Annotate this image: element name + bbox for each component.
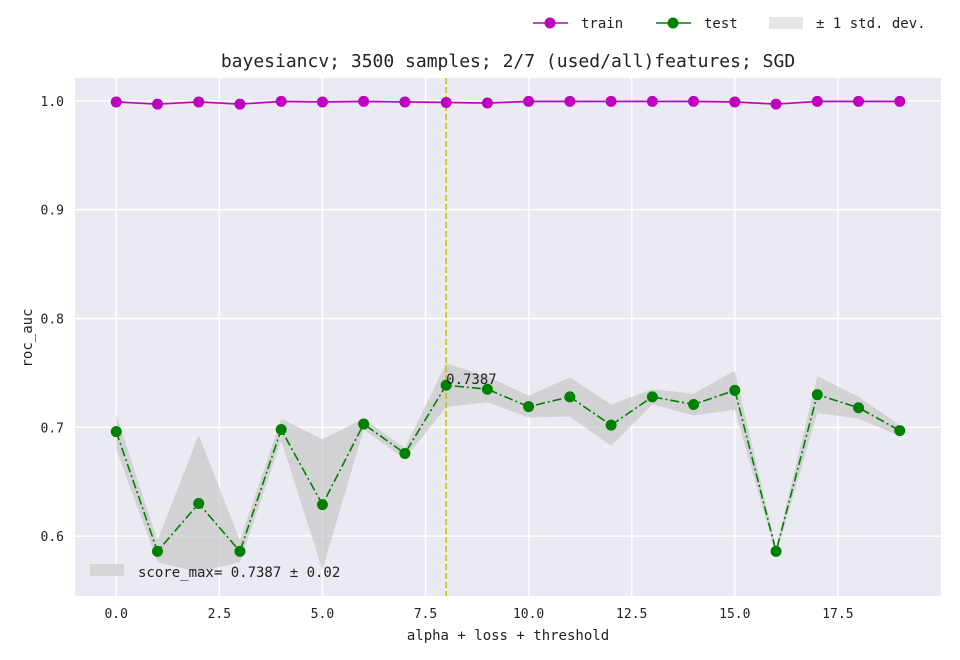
series-line-train [116, 100, 900, 105]
data-point-test [729, 384, 741, 396]
legend-train-marker [544, 17, 556, 29]
y-tick-label: 0.7 [41, 421, 64, 436]
x-tick-label: 5.0 [311, 607, 334, 622]
y-tick-label: 1.0 [41, 95, 64, 110]
x-tick-label: 15.0 [719, 607, 750, 622]
data-point-test [316, 499, 328, 511]
data-point-test [440, 379, 452, 391]
data-point-test [688, 398, 700, 410]
data-point-test [481, 383, 493, 395]
data-point-train [770, 98, 782, 110]
legend-train-label: train [581, 16, 623, 32]
inner-legend-swatch [90, 564, 124, 576]
data-point-test [399, 447, 411, 459]
legend-test-marker [667, 17, 679, 29]
data-point-train [275, 95, 287, 107]
data-point-train [811, 95, 823, 107]
data-point-test [605, 419, 617, 431]
data-point-train [358, 95, 370, 107]
data-point-test [523, 401, 535, 413]
data-point-test [234, 545, 246, 557]
data-point-test [770, 545, 782, 557]
legend-std-swatch [769, 17, 803, 29]
y-tick-label: 0.9 [41, 204, 64, 219]
data-point-test [110, 426, 122, 438]
x-tick-label: 2.5 [208, 607, 231, 622]
y-axis-label: roc_auc [20, 308, 36, 367]
y-tick-label: 0.8 [41, 313, 64, 328]
x-tick-label: 17.5 [822, 607, 853, 622]
top-legend: train test ± 1 std. dev. [533, 16, 926, 32]
inner-legend-text: score_max= 0.7387 ± 0.02 [138, 565, 340, 581]
data-point-train [523, 95, 535, 107]
std-band-test [116, 363, 900, 573]
data-point-train [688, 95, 700, 107]
data-point-train [440, 96, 452, 108]
legend-std-label: ± 1 std. dev. [816, 16, 926, 32]
data-point-test [853, 402, 865, 414]
inner-legend: score_max= 0.7387 ± 0.02 [90, 564, 340, 581]
data-point-train [316, 96, 328, 108]
data-point-train [646, 95, 658, 107]
y-tick-label: 0.6 [41, 530, 64, 545]
x-tick-labels: 0.0 2.5 5.0 7.5 10.0 12.5 15.0 17.5 [104, 607, 853, 622]
data-point-train [853, 95, 865, 107]
x-tick-label: 10.0 [513, 607, 544, 622]
data-point-train [151, 98, 163, 110]
data-point-test [193, 498, 205, 509]
data-point-train [729, 96, 741, 108]
data-point-test [646, 391, 658, 403]
data-point-train [234, 98, 246, 110]
series-line-layer [115, 100, 901, 555]
x-axis-label: alpha + loss + threshold [407, 628, 609, 644]
legend-test-label: test [704, 16, 738, 32]
data-point-train [110, 96, 122, 108]
data-point-train [399, 96, 411, 108]
data-point-test [358, 418, 370, 430]
series-marker-layer [110, 95, 906, 557]
data-point-test [275, 424, 287, 435]
data-point-train [564, 95, 576, 107]
data-point-test [894, 425, 906, 437]
data-point-train [605, 95, 617, 107]
data-point-test [811, 389, 823, 401]
y-tick-labels: 0.6 0.7 0.8 0.9 1.0 [41, 95, 64, 545]
x-tick-label: 7.5 [414, 607, 437, 622]
data-point-test [151, 545, 163, 557]
x-tick-label: 12.5 [616, 607, 647, 622]
series-line-test [115, 384, 901, 555]
x-tick-label: 0.0 [104, 607, 127, 622]
chart-title: bayesiancv; 3500 samples; 2/7 (used/all)… [221, 51, 795, 72]
best-score-annotation: 0.7387 [446, 372, 497, 388]
data-point-train [894, 95, 906, 107]
data-point-test [564, 391, 576, 403]
data-point-train [193, 96, 205, 108]
data-point-train [481, 97, 493, 109]
